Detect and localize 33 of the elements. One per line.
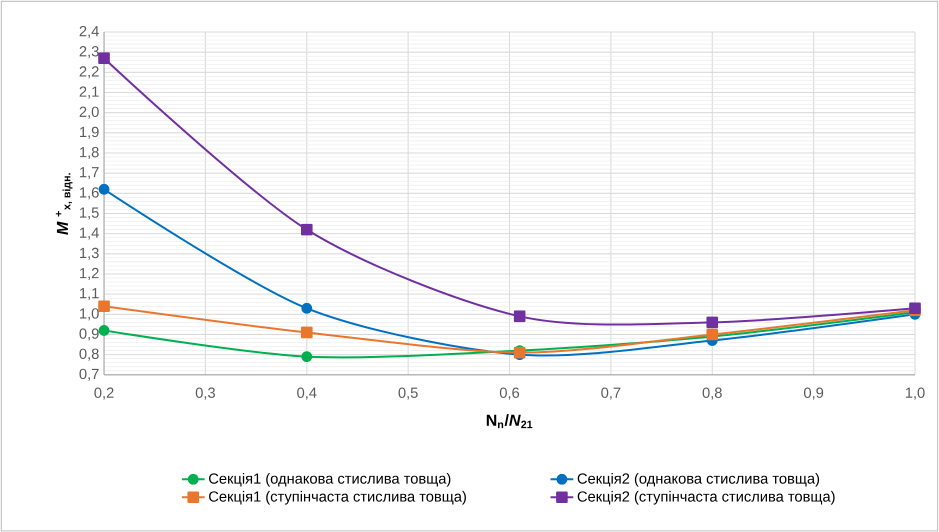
y-tick-label: 2,2 <box>80 66 99 78</box>
x-tick-label: 1,0 <box>906 387 925 400</box>
x-axis-title: N$_{n}$/N$_{21}$ <box>486 414 532 428</box>
y-tick-label: 1,1 <box>80 288 99 300</box>
y-tick-label: 1,4 <box>80 228 99 240</box>
y-tick-label: 2,0 <box>80 106 99 119</box>
y-tick-label: 1,8 <box>80 146 99 159</box>
legend-label: Секція2 (ступінчаста стислива товща) <box>578 490 835 504</box>
y-tick-label: 1,7 <box>80 167 99 180</box>
y-tick-label: 0,9 <box>79 328 99 340</box>
y-tick-label: 0,8 <box>79 348 99 361</box>
y-tick-label: 2,3 <box>80 46 99 58</box>
x-tick-label: 0,7 <box>601 387 620 400</box>
y-tick-label: 1,0 <box>80 308 99 320</box>
legend-label: Секція1 (однакова стислива товща) <box>209 472 450 487</box>
x-tick-label: 0,2 <box>94 387 114 400</box>
x-tick-label: 0,9 <box>804 387 824 400</box>
y-tick-label: 2,1 <box>80 86 99 98</box>
y-tick-label: 1,6 <box>80 187 99 200</box>
y-tick-label: 1,3 <box>80 248 99 260</box>
x-tick-label: 0,3 <box>196 387 215 400</box>
x-tick-label: 0,8 <box>702 387 722 400</box>
y-tick-label: 1,9 <box>80 126 99 139</box>
legend-label: Секція1 (ступінчаста стислива товща) <box>209 490 466 504</box>
y-tick-label: 1,5 <box>80 207 99 220</box>
legend-label: Секція2 (однакова стислива товща) <box>578 472 820 487</box>
y-tick-label: 2,4 <box>80 26 99 38</box>
x-tick-label: 0,4 <box>297 387 317 400</box>
y-tick-label: 1,2 <box>80 268 99 280</box>
x-tick-label: 0,5 <box>398 387 418 400</box>
y-axis-title: M $^{+}$x, відн. <box>56 173 72 235</box>
x-tick-label: 0,6 <box>500 387 520 400</box>
y-tick-label: 0,7 <box>79 368 99 381</box>
